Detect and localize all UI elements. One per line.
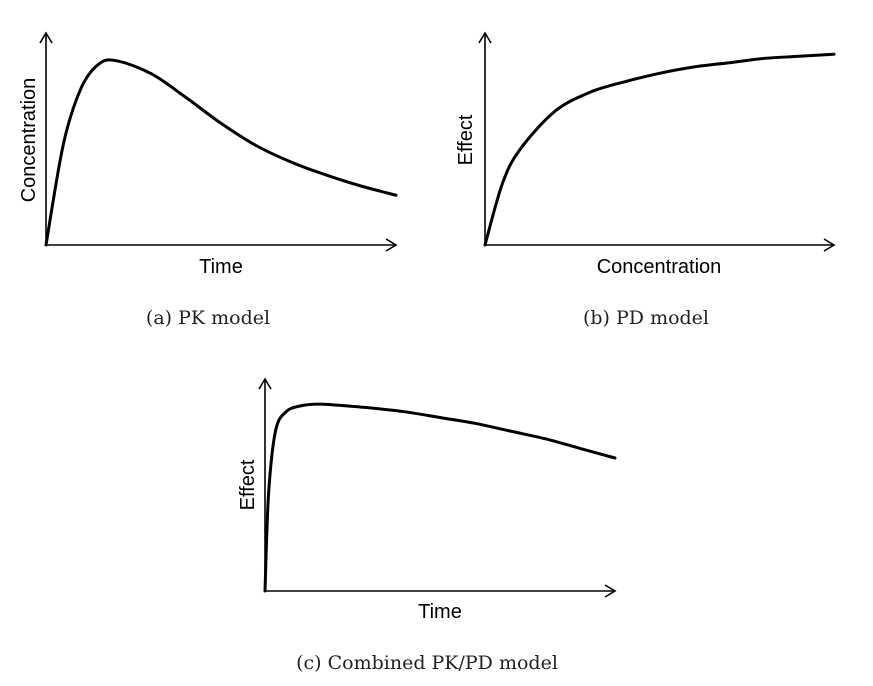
pd-effect-curve [483, 52, 836, 247]
y-axis-arrow [258, 377, 272, 390]
x-axis-arrow [823, 238, 836, 252]
panel-caption: (a) PK model [146, 307, 270, 329]
panel-caption: (c) Combined PK/PD model [296, 652, 558, 674]
panel-pkpd: Time Effect (c) Combined PK/PD model [237, 377, 617, 674]
panel-pd: Concentration Effect (b) PD model [455, 31, 836, 329]
y-axis-arrow [478, 31, 492, 44]
x-axis-label: Time [199, 256, 243, 278]
panel-caption: (b) PD model [583, 307, 709, 329]
x-axis-arrow [604, 584, 617, 598]
x-axis-arrow [385, 238, 398, 252]
panel-pk: Time Concentration (a) PK model [18, 31, 398, 329]
y-axis-label: Concentration [18, 78, 40, 203]
y-axis-label: Effect [455, 114, 477, 165]
y-axis-arrow [39, 31, 53, 44]
pkpd-effect-curve [263, 402, 617, 593]
x-axis-label: Concentration [597, 256, 722, 278]
pk-concentration-curve [44, 58, 398, 247]
x-axis-label: Time [418, 601, 462, 623]
y-axis-label: Effect [237, 459, 259, 510]
